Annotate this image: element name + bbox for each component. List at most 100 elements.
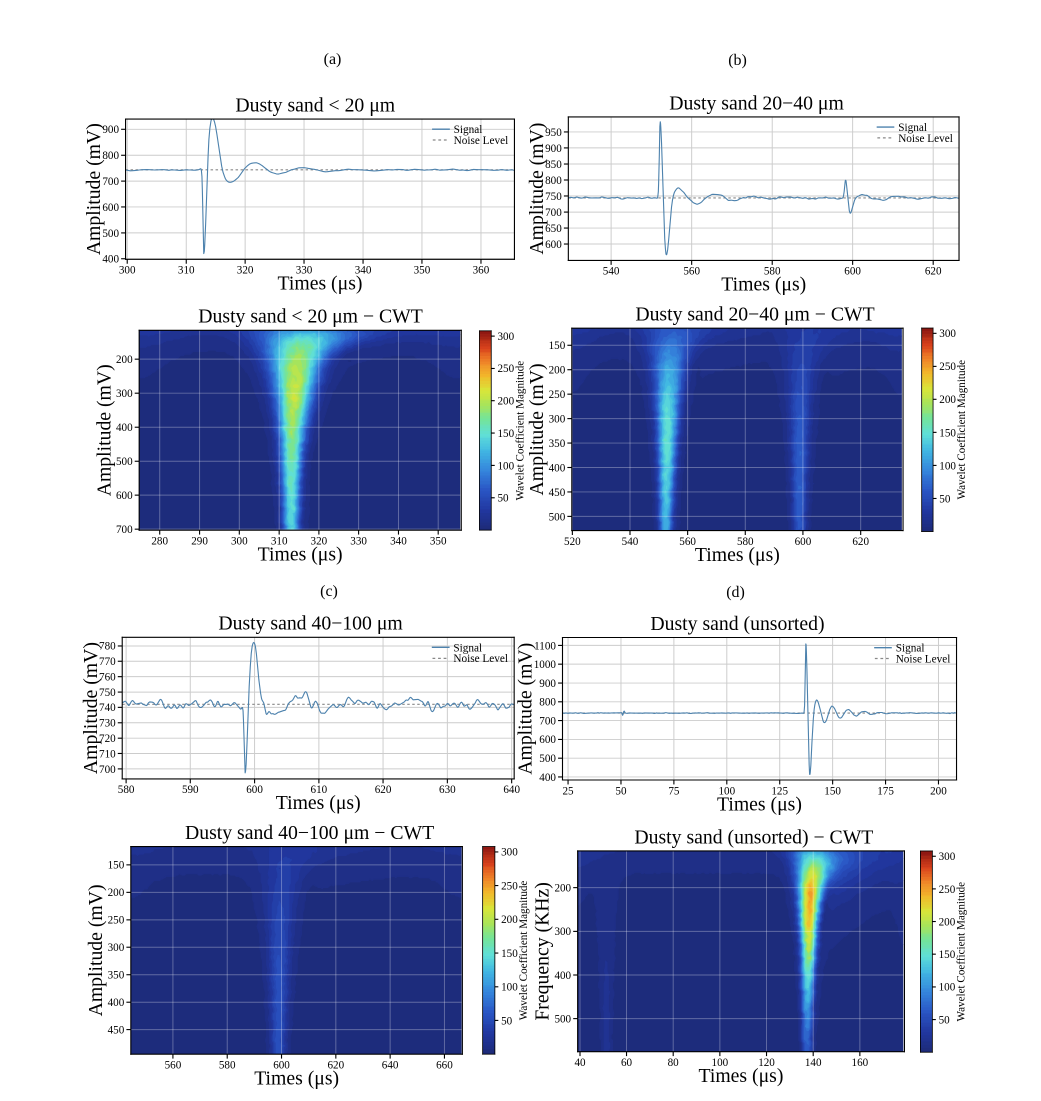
svg-text:Times (μs): Times (μs)	[717, 793, 802, 815]
svg-text:300: 300	[116, 388, 133, 400]
svg-text:125: 125	[771, 785, 788, 797]
svg-text:200: 200	[554, 883, 571, 895]
svg-text:Dusty sand (unsorted) − CWT: Dusty sand (unsorted) − CWT	[634, 826, 873, 848]
svg-text:Amplitude (mV): Amplitude (mV)	[80, 642, 102, 774]
svg-text:Times (μs): Times (μs)	[278, 273, 363, 295]
svg-text:340: 340	[390, 535, 407, 547]
svg-text:Amplitude (mV): Amplitude (mV)	[83, 123, 105, 255]
svg-text:900: 900	[545, 143, 562, 155]
svg-text:Wavelet Coefficient Magnitude: Wavelet Coefficient Magnitude	[956, 882, 968, 1022]
svg-text:150: 150	[824, 785, 841, 797]
svg-text:Dusty sand 40−100 μm − CWT: Dusty sand 40−100 μm − CWT	[185, 822, 434, 844]
svg-text:300: 300	[939, 328, 956, 340]
svg-text:660: 660	[436, 1059, 453, 1071]
svg-text:400: 400	[539, 772, 556, 784]
svg-text:280: 280	[151, 535, 168, 547]
svg-text:160: 160	[852, 1057, 869, 1069]
svg-text:300: 300	[939, 851, 956, 863]
svg-text:640: 640	[382, 1059, 399, 1071]
svg-text:740: 740	[99, 702, 116, 714]
svg-text:760: 760	[99, 672, 116, 684]
svg-text:Dusty sand 20−40 μm − CWT: Dusty sand 20−40 μm − CWT	[635, 304, 874, 326]
svg-text:25: 25	[563, 785, 575, 797]
svg-text:50: 50	[939, 1014, 951, 1026]
svg-text:250: 250	[501, 880, 518, 892]
svg-text:700: 700	[99, 764, 116, 776]
svg-text:200: 200	[501, 914, 518, 926]
svg-text:Amplitude (mV): Amplitude (mV)	[85, 884, 107, 1016]
svg-text:310: 310	[271, 535, 288, 547]
svg-text:Dusty sand (unsorted): Dusty sand (unsorted)	[650, 613, 824, 635]
svg-text:450: 450	[549, 487, 566, 499]
svg-text:330: 330	[296, 264, 313, 276]
svg-text:Amplitude (mV): Amplitude (mV)	[526, 363, 548, 495]
svg-text:Dusty sand 40−100 μm: Dusty sand 40−100 μm	[218, 613, 403, 635]
svg-text:620: 620	[925, 266, 942, 278]
svg-text:750: 750	[545, 191, 562, 203]
svg-text:540: 540	[622, 536, 639, 548]
svg-text:150: 150	[108, 860, 125, 872]
svg-text:300: 300	[498, 331, 515, 343]
svg-text:Noise Level: Noise Level	[454, 135, 509, 147]
svg-text:Amplitude (mV): Amplitude (mV)	[515, 643, 537, 775]
svg-text:(c): (c)	[320, 583, 338, 600]
svg-text:800: 800	[545, 175, 562, 187]
svg-text:580: 580	[737, 536, 754, 548]
svg-text:Signal: Signal	[453, 642, 482, 654]
svg-text:580: 580	[118, 784, 135, 796]
svg-text:150: 150	[939, 427, 956, 439]
svg-text:730: 730	[99, 718, 116, 730]
svg-text:400: 400	[549, 462, 566, 474]
svg-text:100: 100	[501, 982, 518, 994]
svg-text:800: 800	[102, 150, 119, 162]
svg-text:350: 350	[414, 264, 431, 276]
svg-text:175: 175	[877, 785, 894, 797]
svg-text:560: 560	[165, 1059, 182, 1071]
svg-text:700: 700	[116, 524, 133, 536]
svg-text:500: 500	[549, 511, 566, 523]
svg-text:590: 590	[182, 784, 199, 796]
svg-text:630: 630	[439, 784, 456, 796]
svg-text:(d): (d)	[726, 584, 745, 601]
svg-text:Times (μs): Times (μs)	[721, 274, 806, 296]
svg-text:500: 500	[554, 1014, 571, 1026]
svg-text:300: 300	[501, 847, 518, 859]
svg-text:500: 500	[539, 753, 556, 765]
svg-text:600: 600	[246, 784, 263, 796]
svg-text:580: 580	[764, 266, 781, 278]
svg-text:310: 310	[178, 264, 195, 276]
svg-text:100: 100	[939, 982, 956, 994]
svg-text:Wavelet Coefficient Magnitude: Wavelet Coefficient Magnitude	[518, 881, 530, 1021]
svg-text:700: 700	[102, 176, 119, 188]
svg-text:80: 80	[668, 1057, 680, 1069]
svg-text:560: 560	[679, 536, 696, 548]
svg-text:600: 600	[273, 1059, 290, 1071]
svg-text:600: 600	[545, 239, 562, 251]
svg-text:Wavelet Coefficient Magnitude: Wavelet Coefficient Magnitude	[956, 360, 968, 500]
svg-text:Signal: Signal	[898, 122, 927, 134]
svg-text:200: 200	[930, 785, 947, 797]
svg-text:500: 500	[116, 456, 133, 468]
svg-text:1100: 1100	[534, 640, 556, 652]
svg-text:500: 500	[102, 228, 119, 240]
svg-text:Signal: Signal	[896, 643, 925, 655]
svg-text:250: 250	[498, 363, 515, 375]
svg-text:350: 350	[549, 438, 566, 450]
svg-text:700: 700	[545, 207, 562, 219]
svg-text:640: 640	[503, 784, 520, 796]
svg-text:Amplitude (mV): Amplitude (mV)	[93, 364, 115, 496]
svg-text:750: 750	[99, 687, 116, 699]
svg-text:330: 330	[350, 535, 367, 547]
svg-text:Amplitude (mV): Amplitude (mV)	[526, 123, 548, 255]
svg-text:600: 600	[102, 202, 119, 214]
svg-text:300: 300	[119, 264, 136, 276]
svg-text:120: 120	[758, 1057, 775, 1069]
svg-text:350: 350	[430, 535, 447, 547]
svg-text:200: 200	[108, 887, 125, 899]
svg-text:(b): (b)	[728, 52, 747, 69]
svg-text:Dusty sand < 20 μm: Dusty sand < 20 μm	[235, 94, 395, 116]
svg-text:200: 200	[549, 365, 566, 377]
svg-text:250: 250	[108, 915, 125, 927]
svg-text:300: 300	[554, 926, 571, 938]
svg-text:Noise Level: Noise Level	[896, 653, 951, 665]
